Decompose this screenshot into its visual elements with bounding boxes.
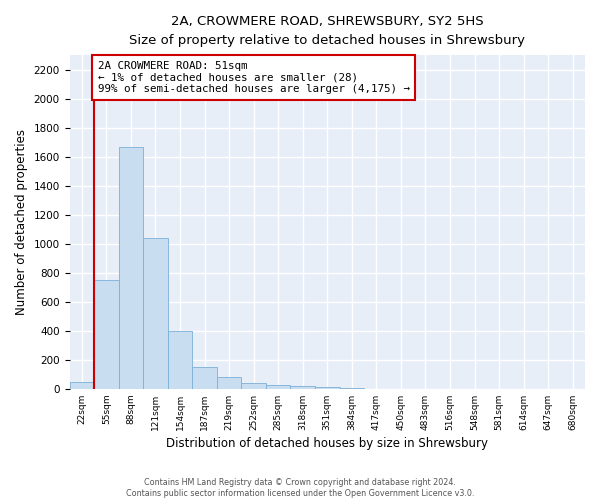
Text: Contains HM Land Registry data © Crown copyright and database right 2024.
Contai: Contains HM Land Registry data © Crown c… xyxy=(126,478,474,498)
Text: 2A CROWMERE ROAD: 51sqm
← 1% of detached houses are smaller (28)
99% of semi-det: 2A CROWMERE ROAD: 51sqm ← 1% of detached… xyxy=(98,61,410,94)
Y-axis label: Number of detached properties: Number of detached properties xyxy=(15,129,28,315)
Bar xyxy=(168,331,192,389)
Bar xyxy=(315,388,340,389)
Bar xyxy=(119,146,143,389)
Bar xyxy=(94,280,119,389)
Bar xyxy=(143,238,168,389)
Title: 2A, CROWMERE ROAD, SHREWSBURY, SY2 5HS
Size of property relative to detached hou: 2A, CROWMERE ROAD, SHREWSBURY, SY2 5HS S… xyxy=(129,15,525,47)
Bar xyxy=(217,377,241,389)
Bar xyxy=(241,383,266,389)
Bar xyxy=(340,388,364,389)
Bar xyxy=(70,382,94,389)
Bar xyxy=(290,386,315,389)
X-axis label: Distribution of detached houses by size in Shrewsbury: Distribution of detached houses by size … xyxy=(166,437,488,450)
Bar xyxy=(192,367,217,389)
Bar xyxy=(266,385,290,389)
